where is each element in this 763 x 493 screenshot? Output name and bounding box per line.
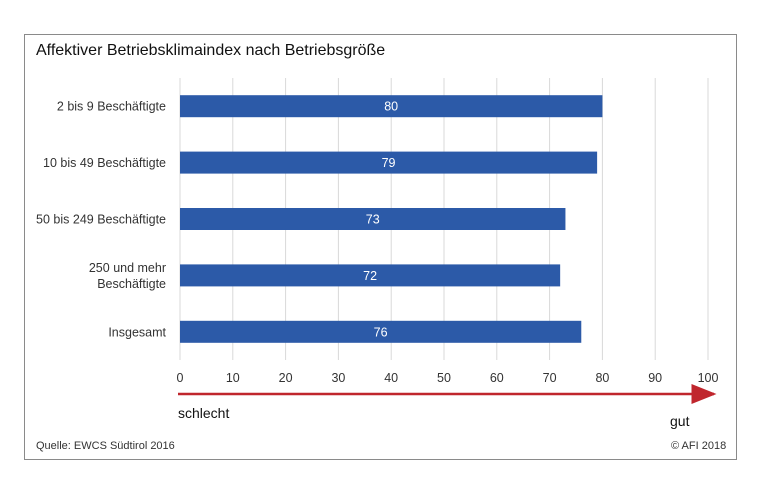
x-tick-label: 30 — [331, 371, 345, 385]
bar-value-label: 72 — [363, 269, 377, 283]
x-tick-label: 50 — [437, 371, 451, 385]
scale-low-label: schlecht — [178, 405, 229, 421]
bar — [180, 151, 598, 174]
x-tick-label: 40 — [384, 371, 398, 385]
copyright-note: © AFI 2018 — [671, 440, 727, 452]
bar-value-label: 80 — [384, 100, 398, 114]
bar — [180, 264, 561, 287]
x-tick-label: 70 — [543, 371, 557, 385]
x-tick-label: 80 — [595, 371, 609, 385]
x-tick-label: 90 — [648, 371, 662, 385]
category-label: Insgesamt — [108, 325, 166, 339]
bar — [180, 320, 582, 343]
x-tick-label: 10 — [226, 371, 240, 385]
bar-value-label: 79 — [382, 156, 396, 170]
bar — [180, 95, 603, 118]
category-label: 250 und mehr Beschäftigte — [89, 261, 166, 291]
category-label: 10 bis 49 Beschäftigte — [43, 156, 166, 170]
x-tick-label: 20 — [279, 371, 293, 385]
category-label: 2 bis 9 Beschäftigte — [57, 100, 166, 114]
scale-high-label: gut — [670, 413, 690, 429]
source-note: Quelle: EWCS Südtirol 2016 — [36, 440, 175, 452]
bar-value-label: 76 — [374, 325, 388, 339]
category-label: 50 bis 249 Beschäftigte — [36, 213, 166, 227]
x-tick-label: 0 — [177, 371, 184, 385]
bar-value-label: 73 — [366, 213, 380, 227]
x-tick-label: 60 — [490, 371, 504, 385]
x-tick-label: 100 — [698, 371, 719, 385]
chart-title: Affektiver Betriebsklimaindex nach Betri… — [36, 42, 386, 59]
bar — [180, 208, 566, 230]
